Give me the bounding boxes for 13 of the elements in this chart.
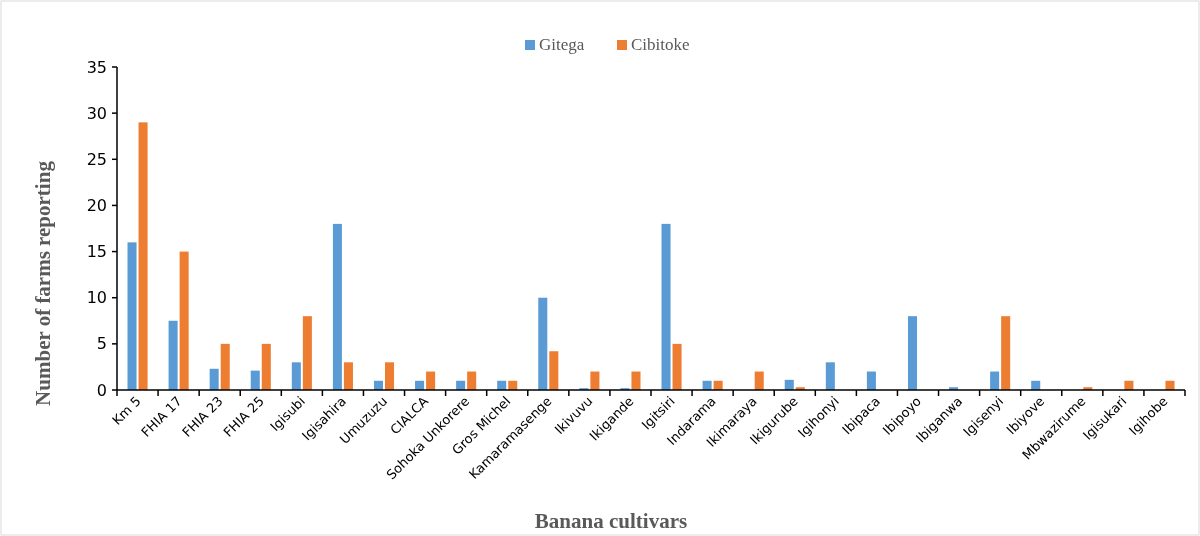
- x-axis-title: Banana cultivars: [534, 509, 688, 533]
- y-tick-label: 0: [96, 380, 107, 400]
- y-tick-label: 25: [86, 149, 107, 169]
- x-tick-label: Km 5: [109, 393, 144, 428]
- y-tick-label: 35: [86, 57, 107, 77]
- legend-label: Gitega: [539, 35, 585, 54]
- y-axis-title: Number of farms reporting: [31, 160, 55, 406]
- y-tick-label: 10: [86, 288, 107, 308]
- y-tick-label: 15: [86, 242, 107, 262]
- y-tick-label: 20: [86, 196, 107, 216]
- y-tick-label: 30: [86, 103, 107, 123]
- legend-label: Cibitoke: [631, 35, 690, 54]
- y-tick-label: 5: [96, 334, 107, 354]
